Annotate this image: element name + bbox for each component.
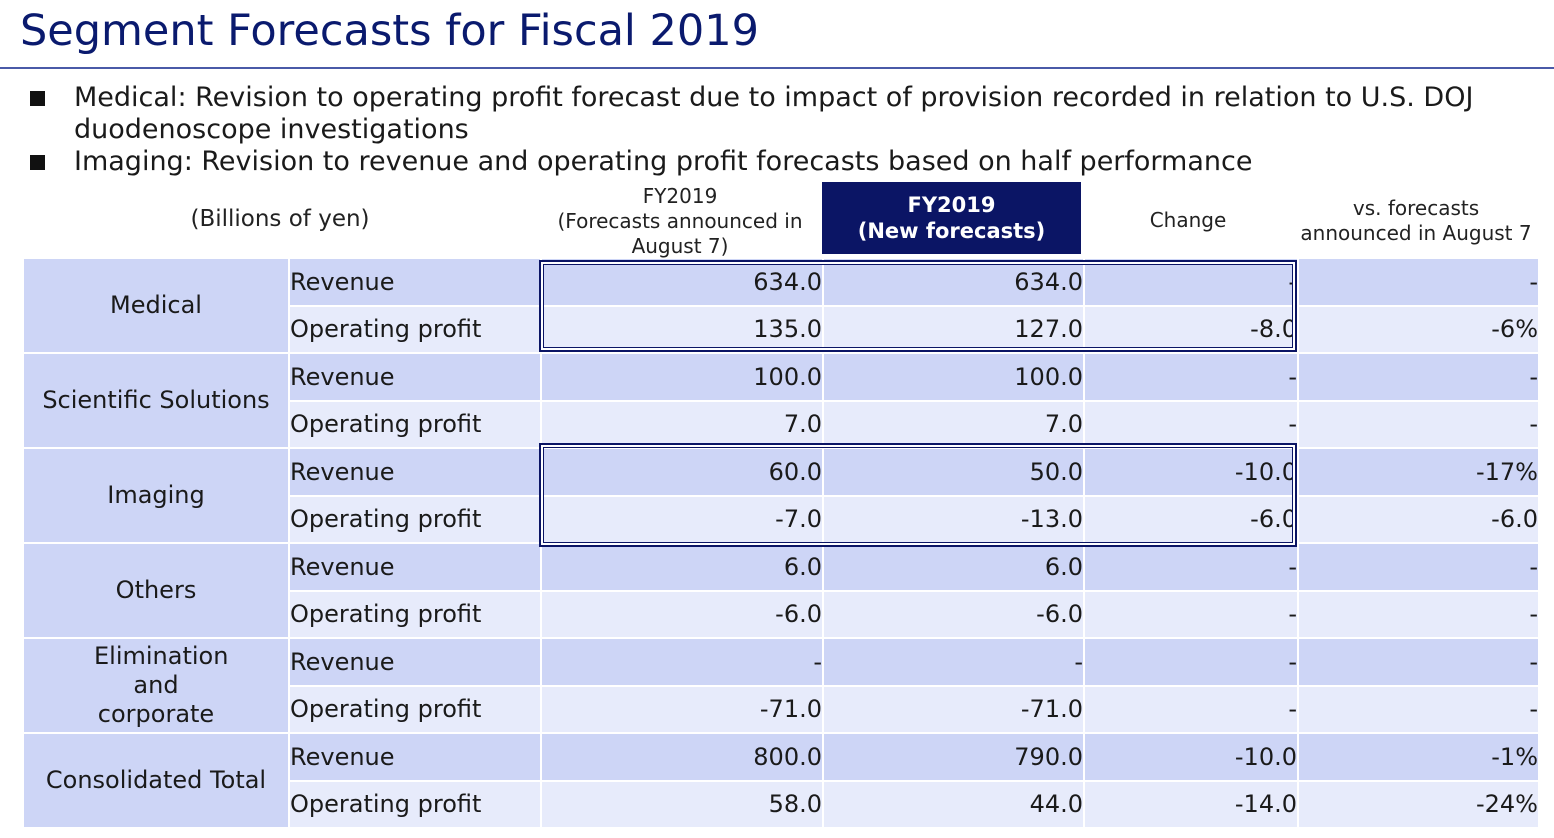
vs-forecast-value: -1% xyxy=(1299,734,1538,782)
change-value: -10.0 xyxy=(1085,449,1297,497)
table-row: Operating profit 7.0 7.0- - xyxy=(24,401,1538,449)
previous-forecast-value: -6.0 xyxy=(542,591,822,639)
square-bullet-icon xyxy=(30,91,45,106)
vs-forecast-value: -6.0 xyxy=(1299,496,1538,544)
vs-forecast-value: - xyxy=(1299,259,1538,307)
previous-forecast-value: 135.0 xyxy=(542,306,822,354)
new-forecast-value: -6.0 xyxy=(824,591,1083,639)
previous-forecast-value: 100.0 xyxy=(542,354,822,402)
table-row: Others Revenue 6.0 6.0- - xyxy=(24,544,1538,639)
change-value: -10.0 xyxy=(1085,734,1297,782)
previous-forecast-value: 58.0 xyxy=(542,781,822,829)
bullet-list: Medical: Revision to operating profit fo… xyxy=(28,82,1528,178)
previous-forecast-value: -7.0 xyxy=(542,496,822,544)
line-item-label: Operating profit xyxy=(290,781,540,829)
previous-forecast-value: 6.0 xyxy=(542,544,822,592)
new-forecast-value: 6.0 xyxy=(824,544,1083,592)
previous-forecast-value: 800.0 xyxy=(542,734,822,782)
table-row: Operating profit -71.0 -71.0- - xyxy=(24,686,1538,734)
segment-name: Scientific Solutions xyxy=(24,354,288,449)
line-item-label: Revenue xyxy=(290,544,540,592)
segment-name: Others xyxy=(24,544,288,639)
change-value: - xyxy=(1085,686,1297,734)
header-previous-desc: (Forecasts announced in August 7) xyxy=(557,209,803,258)
new-forecast-value: 7.0 xyxy=(824,401,1083,449)
previous-forecast-value: - xyxy=(542,639,822,687)
vs-forecast-value: - xyxy=(1299,639,1538,687)
vs-forecast-value: - xyxy=(1299,591,1538,639)
vs-forecast-value: - xyxy=(1299,544,1538,592)
bullet-text: Medical: Revision to operating profit fo… xyxy=(74,82,1474,145)
line-item-label: Revenue xyxy=(290,734,540,782)
page-title: Segment Forecasts for Fiscal 2019 xyxy=(20,6,759,56)
bullet-item: Medical: Revision to operating profit fo… xyxy=(28,82,1528,146)
line-item-label: Operating profit xyxy=(290,401,540,449)
new-forecast-value: 634.0 xyxy=(824,259,1083,307)
previous-forecast-value: -71.0 xyxy=(542,686,822,734)
header-vs-forecasts: vs. forecasts announced in August 7 xyxy=(1300,196,1532,245)
table-row: Consolidated Total Revenue 800.0 790.0 -10.0… xyxy=(24,734,1538,829)
header-new-desc: (New forecasts) xyxy=(857,219,1046,243)
segment-name: Elimination and corporate xyxy=(24,639,288,734)
vs-forecast-value: -17% xyxy=(1299,449,1538,497)
table-row: Scientific Solutions Revenue 100.0 100.0- - xyxy=(24,354,1538,449)
change-value: - xyxy=(1085,591,1297,639)
line-item-label: Revenue xyxy=(290,449,540,497)
vs-forecast-value: -6% xyxy=(1299,306,1538,354)
new-forecast-value: 50.0 xyxy=(824,449,1083,497)
change-value: - xyxy=(1085,401,1297,449)
segment-name: Consolidated Total xyxy=(24,734,288,829)
new-forecast-value: -71.0 xyxy=(824,686,1083,734)
new-forecast-value: 100.0 xyxy=(824,354,1083,402)
vs-forecast-value: - xyxy=(1299,401,1538,449)
segment-name: Imaging xyxy=(24,449,288,544)
change-value: -8.0 xyxy=(1085,306,1297,354)
line-item-label: Operating profit xyxy=(290,306,540,354)
change-value: - xyxy=(1085,639,1297,687)
segment-name: Medical xyxy=(24,259,288,354)
table-row: Medical Revenue 634.0 634.0- - xyxy=(24,259,1538,354)
line-item-label: Revenue xyxy=(290,259,540,307)
bullet-item: Imaging: Revision to revenue and operati… xyxy=(28,146,1528,178)
previous-forecast-value: 7.0 xyxy=(542,401,822,449)
change-value: - xyxy=(1085,259,1297,307)
header-previous-year: FY2019 xyxy=(642,184,718,208)
vs-forecast-value: - xyxy=(1299,686,1538,734)
change-value: -14.0 xyxy=(1085,781,1297,829)
bullet-text: Imaging: Revision to revenue and operati… xyxy=(74,146,1253,177)
segment-forecast-table: Medical Revenue 634.0 634.0- - Operating prof… xyxy=(22,259,1540,829)
header-units: (Billions of yen) xyxy=(190,206,370,232)
header-previous-forecast: FY2019 (Forecasts announced in August 7) xyxy=(540,184,820,259)
table-row: Operating profit 135.0 127.0 -8.0 -6% xyxy=(24,306,1538,354)
header-new-forecast: FY2019 (New forecasts) xyxy=(822,182,1081,254)
square-bullet-icon xyxy=(30,155,45,170)
line-item-label: Operating profit xyxy=(290,686,540,734)
new-forecast-value: 790.0 xyxy=(824,734,1083,782)
new-forecast-value: -13.0 xyxy=(824,496,1083,544)
header-new-year: FY2019 xyxy=(907,193,996,217)
line-item-label: Revenue xyxy=(290,639,540,687)
line-item-label: Revenue xyxy=(290,354,540,402)
table-row: Operating profit 58.0 44.0 -14.0 -24% xyxy=(24,781,1538,829)
new-forecast-value: 44.0 xyxy=(824,781,1083,829)
previous-forecast-value: 634.0 xyxy=(542,259,822,307)
title-divider xyxy=(0,67,1554,69)
table-row: Operating profit -7.0 -13.0 -6.0 -6.0 xyxy=(24,496,1538,544)
vs-forecast-value: -24% xyxy=(1299,781,1538,829)
change-value: - xyxy=(1085,354,1297,402)
table-row: Operating profit -6.0 -6.0- - xyxy=(24,591,1538,639)
new-forecast-value: 127.0 xyxy=(824,306,1083,354)
change-value: -6.0 xyxy=(1085,496,1297,544)
previous-forecast-value: 60.0 xyxy=(542,449,822,497)
table-row: Imaging Revenue 60.0 50.0 -10.0 -17% xyxy=(24,449,1538,544)
new-forecast-value: - xyxy=(824,639,1083,687)
vs-forecast-value: - xyxy=(1299,354,1538,402)
header-change: Change xyxy=(1149,208,1227,232)
table-row: Elimination and corporate Revenue - - - - xyxy=(24,639,1538,734)
line-item-label: Operating profit xyxy=(290,496,540,544)
change-value: - xyxy=(1085,544,1297,592)
line-item-label: Operating profit xyxy=(290,591,540,639)
